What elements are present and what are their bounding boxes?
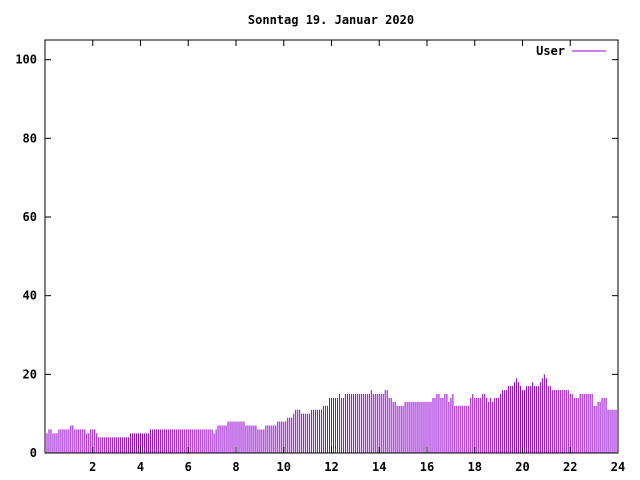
y-tick-label: 0 [30,446,37,460]
x-tick-label: 10 [277,460,291,474]
y-tick-label: 40 [23,289,37,303]
y-tick-label: 100 [15,53,37,67]
y-tick-label: 20 [23,367,37,381]
x-tick-label: 24 [611,460,625,474]
x-tick-label: 20 [515,460,529,474]
legend-label-user: User [536,44,565,58]
x-tick-label: 2 [89,460,96,474]
chart-title: Sonntag 19. Januar 2020 [248,13,414,27]
x-tick-label: 6 [185,460,192,474]
y-tick-label: 60 [23,210,37,224]
y-tick-label: 80 [23,131,37,145]
x-tick-label: 4 [137,460,144,474]
x-tick-label: 22 [563,460,577,474]
x-tick-label: 16 [420,460,434,474]
x-tick-label: 18 [468,460,482,474]
bars-group [44,374,617,453]
x-axis: 2 4 6 8 10 12 14 16 18 20 22 24 [89,40,625,474]
y-axis: 0 20 40 60 80 100 [15,53,618,460]
legend: User [536,44,606,58]
x-tick-label: 12 [324,460,338,474]
x-tick-label: 14 [372,460,386,474]
x-tick-label: 8 [232,460,239,474]
